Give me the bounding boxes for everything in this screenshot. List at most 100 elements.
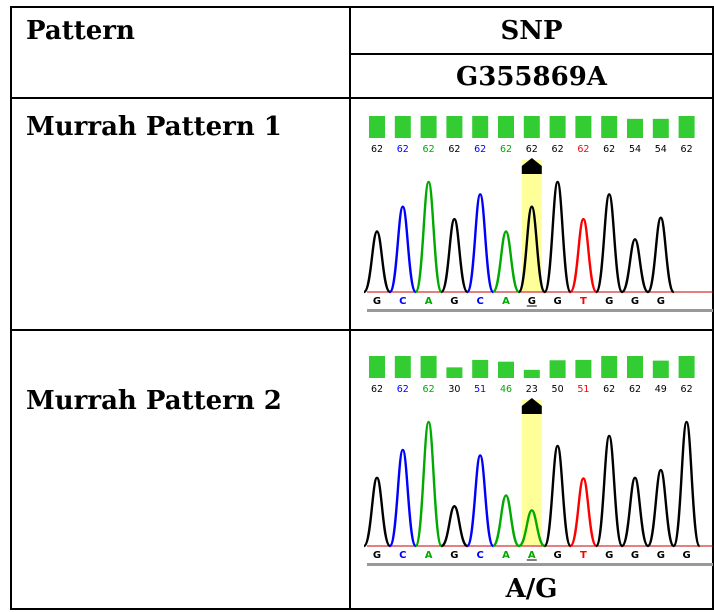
- quality-value: 62: [577, 144, 589, 155]
- quality-bar: [446, 367, 463, 378]
- trace-peak: [388, 448, 417, 548]
- quality-bar: [394, 116, 411, 138]
- trace-peak: [620, 238, 650, 294]
- base-call: C: [477, 550, 484, 561]
- quality-value: 46: [500, 384, 512, 395]
- quality-bar: [601, 356, 618, 378]
- snp-highlight: [521, 160, 542, 292]
- quality-value: 51: [474, 384, 486, 395]
- quality-bar: [601, 116, 618, 138]
- trace-peak: [517, 205, 546, 294]
- header-snp-divider: [349, 53, 714, 55]
- trace-peak: [620, 476, 650, 548]
- quality-value: 54: [629, 144, 641, 155]
- quality-bar: [472, 359, 489, 378]
- quality-bar: [549, 360, 566, 378]
- quality-value: 62: [423, 384, 435, 395]
- quality-value: 54: [655, 144, 667, 155]
- base-call: C: [399, 550, 406, 561]
- trace-peak: [491, 494, 521, 548]
- quality-bar: [420, 356, 437, 378]
- base-call: C: [477, 296, 484, 307]
- snp-marker-icon: [521, 158, 542, 174]
- quality-bar: [627, 356, 643, 378]
- base-call: T: [580, 296, 587, 307]
- header-snp-label: SNP: [500, 16, 563, 46]
- quality-bar: [627, 118, 643, 138]
- quality-value: 62: [603, 384, 615, 395]
- trace-peak: [363, 476, 392, 548]
- quality-bar: [420, 116, 437, 138]
- column-divider: [349, 6, 351, 610]
- base-call: A: [528, 550, 536, 561]
- base-call: A: [502, 296, 510, 307]
- base-call: G: [605, 550, 613, 561]
- quality-value: 62: [371, 384, 383, 395]
- base-call: G: [553, 550, 561, 561]
- base-call: G: [605, 296, 613, 307]
- trace-peak: [414, 420, 443, 548]
- quality-value: 51: [577, 384, 589, 395]
- quality-value: 62: [603, 144, 615, 155]
- row-label-pattern-2: Murrah Pattern 2: [26, 386, 282, 416]
- row-label-pattern-1: Murrah Pattern 1: [26, 112, 282, 142]
- base-call: A: [502, 550, 510, 561]
- base-call: G: [373, 296, 381, 307]
- quality-value: 62: [397, 144, 409, 155]
- trace-peak: [440, 217, 469, 294]
- quality-bar: [678, 356, 695, 378]
- quality-value: 49: [655, 384, 667, 395]
- base-call: C: [399, 296, 406, 307]
- quality-value: 62: [681, 144, 693, 155]
- quality-value: 62: [448, 144, 460, 155]
- chromatogram-pattern-2: 62 62 62 30 51 46 23 50 51 62 62 49 62 G C A G C A A G T G G G G: [363, 356, 713, 566]
- quality-value: 62: [526, 144, 538, 155]
- snp-marker-icon: [521, 398, 542, 414]
- quality-bar: [498, 116, 514, 138]
- quality-value: 23: [526, 384, 538, 395]
- trace-peak: [569, 477, 598, 548]
- quality-bar: [678, 116, 695, 138]
- quality-value: 30: [448, 384, 460, 395]
- trace-peak: [440, 505, 469, 548]
- quality-bar: [575, 116, 592, 138]
- quality-value: 62: [629, 384, 641, 395]
- base-call: G: [373, 550, 381, 561]
- genotype-call: A/G: [505, 574, 558, 604]
- trace-peak: [388, 205, 417, 294]
- trace-peak: [595, 193, 624, 294]
- quality-bar: [575, 359, 592, 378]
- base-call: G: [528, 296, 536, 307]
- quality-bar: [549, 116, 566, 138]
- quality-bar: [498, 361, 514, 378]
- base-call: G: [631, 550, 639, 561]
- base-call: A: [425, 296, 433, 307]
- base-call: G: [657, 550, 665, 561]
- trace-peak: [414, 180, 443, 294]
- quality-value: 62: [397, 384, 409, 395]
- quality-value: 62: [552, 144, 564, 155]
- base-call: G: [450, 296, 458, 307]
- base-call: G: [450, 550, 458, 561]
- quality-bar: [369, 356, 385, 378]
- base-call: T: [580, 550, 587, 561]
- sequence-scale-bar: [367, 309, 713, 312]
- quality-bar: [446, 116, 463, 138]
- base-call: G: [682, 550, 690, 561]
- quality-value: 62: [474, 144, 486, 155]
- chromatogram-pattern-1: 62 62 62 62 62 62 62 62 62 62 54 54 62 G C A G C A G G T G G G: [363, 116, 713, 312]
- quality-value: 62: [500, 144, 512, 155]
- trace-peak: [491, 230, 521, 294]
- quality-bar: [523, 116, 540, 138]
- base-call: G: [631, 296, 639, 307]
- base-call: G: [657, 296, 665, 307]
- header-snp-id: G355869A: [456, 62, 607, 92]
- trace-peak: [363, 230, 392, 294]
- quality-value: 62: [423, 144, 435, 155]
- snp-pattern-table: [10, 6, 714, 610]
- header-bottom-border: [10, 97, 714, 99]
- trace-peak: [543, 180, 572, 294]
- quality-bar: [523, 369, 540, 378]
- trace-peak: [518, 509, 546, 548]
- quality-value: 62: [371, 144, 383, 155]
